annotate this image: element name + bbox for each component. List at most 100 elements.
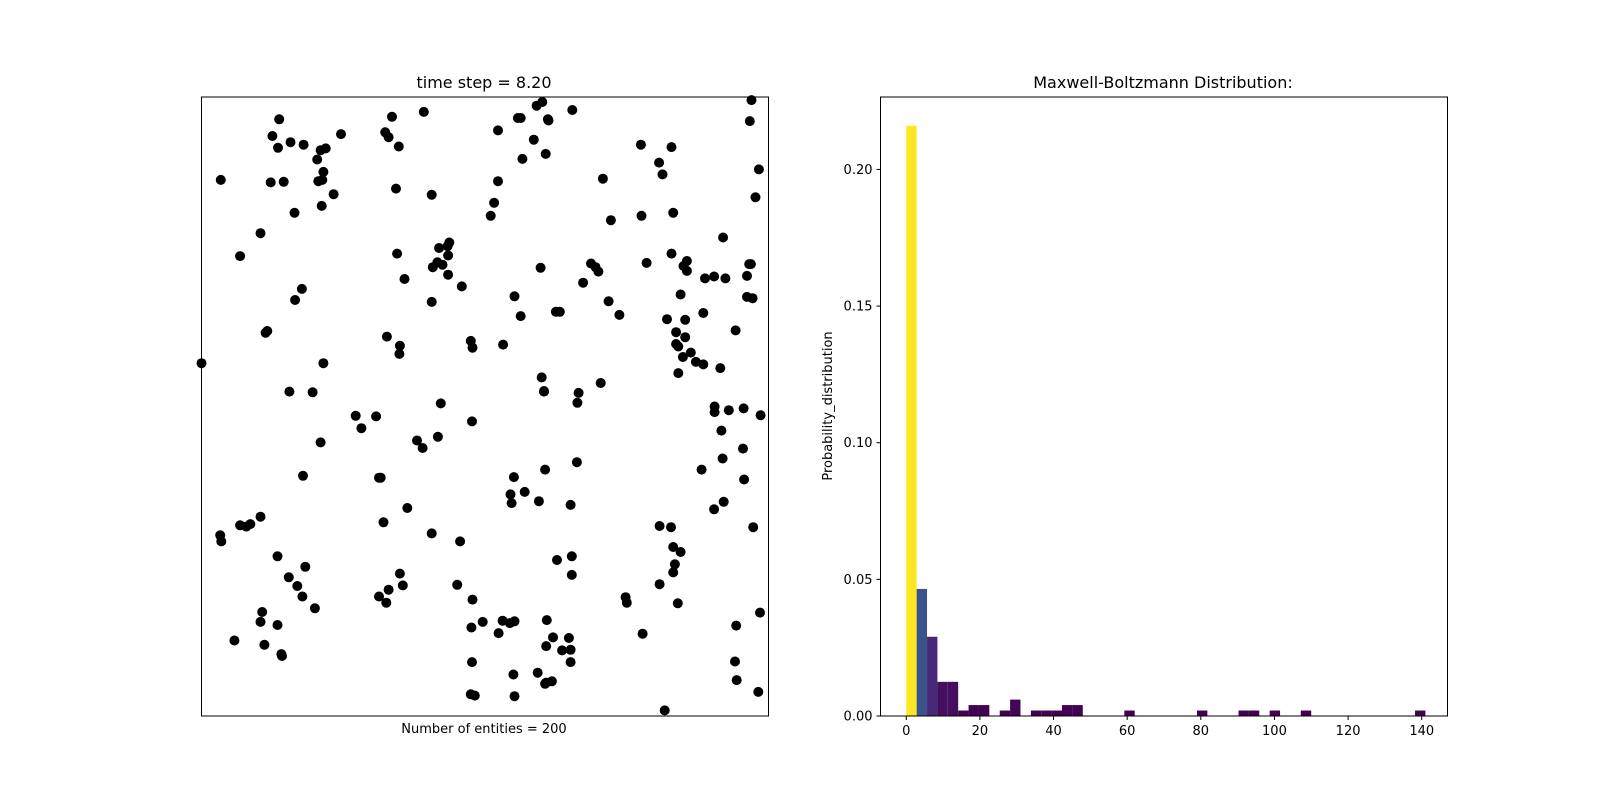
histogram-bar	[947, 681, 959, 716]
x-tick-label: 120	[1336, 724, 1361, 739]
particle-point	[668, 567, 679, 578]
particle-point	[383, 132, 394, 143]
particle-point	[392, 248, 403, 259]
particle-point	[723, 405, 734, 416]
particle-point	[277, 651, 287, 661]
histogram-bar	[906, 125, 917, 716]
particle-point	[675, 547, 686, 557]
particle-point	[675, 289, 686, 300]
y-tick-label: 0.15	[844, 300, 873, 315]
histogram-bar	[1238, 710, 1249, 716]
particle-point	[378, 517, 389, 528]
histogram-panel: Maxwell-Boltzmann Distribution: 0 20 40 60 8…	[821, 73, 1448, 739]
particle-point	[528, 134, 539, 145]
particle-point	[578, 277, 589, 288]
particle-point	[298, 139, 309, 150]
particle-point	[215, 174, 226, 185]
particle-point	[328, 189, 339, 200]
particle-point	[671, 339, 682, 349]
particle-point	[673, 368, 684, 379]
histogram-title: Maxwell-Boltzmann Distribution:	[1033, 73, 1292, 92]
particle-point	[394, 340, 405, 351]
particle-point	[412, 435, 422, 446]
particle-point	[426, 296, 437, 307]
particle-point	[668, 542, 679, 552]
particle-point	[434, 243, 445, 253]
particle-point	[485, 210, 496, 221]
particle-point	[680, 332, 691, 343]
y-tick-label: 0.00	[844, 710, 873, 725]
particle-point	[753, 686, 764, 697]
particle-point	[746, 95, 757, 106]
particle-point	[539, 386, 549, 397]
particle-point	[666, 248, 677, 259]
particle-point	[257, 607, 268, 617]
particle-point	[508, 669, 519, 680]
histogram-bar	[1124, 710, 1135, 716]
x-tick-label: 80	[1193, 724, 1210, 739]
particle-point	[700, 273, 710, 284]
histogram-bar	[1030, 710, 1042, 716]
particle-point	[426, 189, 437, 200]
histogram-bar	[999, 710, 1011, 716]
particle-point	[565, 499, 576, 510]
particle-point	[671, 327, 682, 338]
particle-point	[742, 270, 752, 281]
particle-point	[716, 425, 727, 436]
particle-point	[255, 616, 266, 627]
particle-point	[566, 569, 577, 580]
particle-point	[444, 237, 455, 248]
particle-point	[662, 314, 672, 325]
particle-point	[315, 437, 326, 448]
particle-point	[273, 142, 283, 153]
particle-point	[297, 591, 308, 602]
particle-point	[635, 139, 646, 150]
particle-point	[272, 551, 283, 562]
particle-point	[509, 616, 520, 627]
particle-point	[505, 489, 516, 500]
histogram-bar	[1062, 705, 1073, 716]
particle-point	[417, 443, 428, 453]
particle-point	[614, 309, 625, 320]
particle-point	[350, 410, 361, 421]
particle-point	[290, 295, 301, 305]
particle-point	[435, 398, 446, 409]
histogram-bar	[1010, 699, 1021, 716]
particle-point	[432, 431, 443, 442]
particle-point	[672, 598, 683, 609]
particle-point	[387, 111, 397, 122]
particle-point	[498, 339, 509, 350]
particle-point	[397, 580, 408, 591]
particle-point	[467, 594, 478, 605]
scatter-title: time step = 8.20	[416, 73, 551, 92]
histogram-bar	[958, 710, 969, 716]
particle-point	[709, 271, 720, 282]
particle-point	[467, 342, 478, 353]
particle-point	[456, 281, 467, 292]
particle-point	[730, 325, 741, 336]
particle-point	[738, 443, 748, 454]
particle-point	[320, 143, 331, 154]
particle-point	[515, 113, 526, 123]
particle-point	[709, 401, 720, 412]
particle-point	[557, 645, 568, 656]
particle-point	[541, 615, 552, 626]
particle-point	[603, 296, 614, 307]
particle-point	[381, 597, 392, 608]
histogram-bar	[1269, 710, 1281, 716]
particle-point	[552, 555, 562, 565]
particle-point	[394, 568, 405, 579]
particle-point	[750, 192, 761, 203]
particle-point	[739, 474, 750, 485]
particle-point	[718, 496, 729, 507]
particle-point	[371, 411, 382, 422]
particle-point	[685, 347, 696, 358]
particle-point	[571, 457, 582, 468]
particle-point	[229, 635, 240, 646]
particle-point	[517, 153, 528, 164]
particle-point	[274, 114, 285, 125]
particle-point	[563, 633, 574, 643]
particle-point	[731, 675, 742, 686]
